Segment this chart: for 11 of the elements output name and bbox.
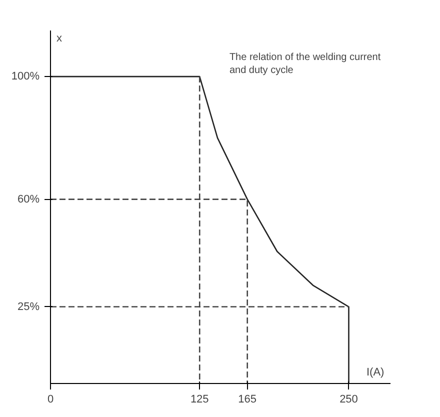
y-tick-label: 25% [17,300,40,313]
line-series [50,76,350,384]
x-tick-label: 250 [340,394,358,406]
annotation: The relation of the welding current and duty cycle [229,52,381,76]
y-axis-title: x [56,32,62,44]
x-axis-title: I(A) [366,366,384,378]
x-tick-label: 165 [238,394,257,406]
x-tick-label: 0 [47,394,54,406]
y-tick-label: 100% [11,70,40,83]
y-tick-label: 60% [17,193,40,206]
x-tick-label: 125 [190,394,209,406]
